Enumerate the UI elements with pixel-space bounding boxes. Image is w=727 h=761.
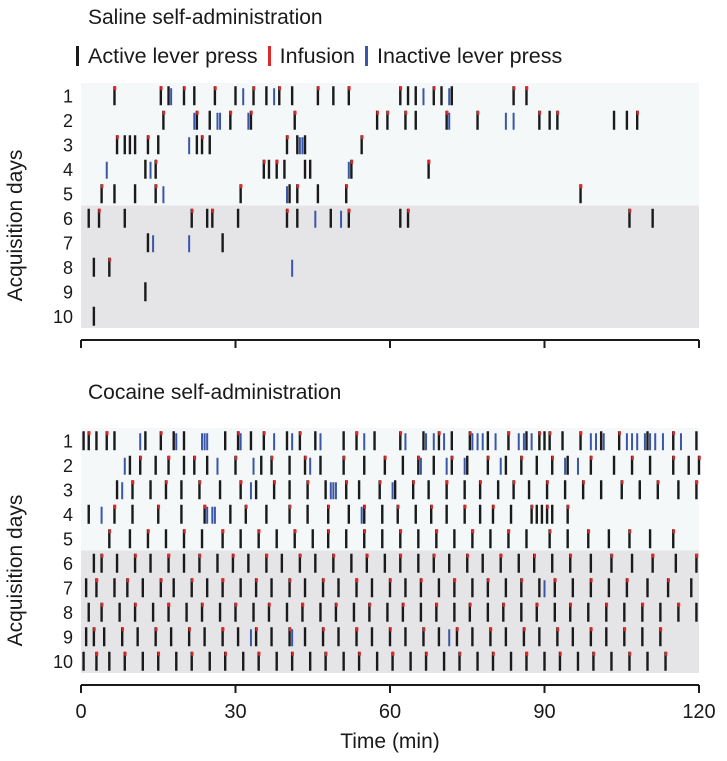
legend: Active lever press Infusion Inactive lev… bbox=[76, 42, 572, 70]
x-tick-label-90: 90 bbox=[533, 701, 555, 723]
cocaine-day-label-9: 9 bbox=[63, 627, 73, 647]
saline-day-label-2: 2 bbox=[63, 111, 73, 131]
legend-item-inactive: Inactive lever press bbox=[364, 43, 563, 69]
saline-bg-days-1-5 bbox=[81, 83, 699, 206]
x-tick-label-30: 30 bbox=[224, 701, 246, 723]
saline-day-label-3: 3 bbox=[63, 135, 73, 155]
x-tick-label-120: 120 bbox=[682, 701, 715, 723]
inactive-swatch-icon bbox=[364, 46, 368, 66]
legend-item-active: Active lever press bbox=[76, 44, 258, 69]
saline-day-label-7: 7 bbox=[63, 233, 73, 253]
cocaine-y-axis-label: Acquisition days bbox=[4, 495, 27, 647]
legend-label-inactive: Inactive lever press bbox=[376, 43, 563, 68]
legend-label-active: Active lever press bbox=[88, 43, 258, 68]
saline-y-axis-label: Acquisition days bbox=[4, 150, 27, 302]
saline-panel-title: Saline self-administration bbox=[88, 6, 323, 29]
saline-day-label-9: 9 bbox=[63, 282, 73, 302]
saline-day-label-10: 10 bbox=[53, 307, 73, 327]
x-tick-label-60: 60 bbox=[379, 701, 401, 723]
cocaine-day-label-1: 1 bbox=[63, 431, 73, 451]
cocaine-day-label-8: 8 bbox=[63, 603, 73, 623]
legend-item-infusion: Infusion bbox=[267, 43, 355, 69]
x-tick-label-0: 0 bbox=[75, 701, 86, 723]
cocaine-day-label-2: 2 bbox=[63, 456, 73, 476]
cocaine-day-label-3: 3 bbox=[63, 480, 73, 500]
saline-day-label-4: 4 bbox=[63, 160, 73, 180]
saline-day-label-5: 5 bbox=[63, 184, 73, 204]
cocaine-day-label-6: 6 bbox=[63, 554, 73, 574]
saline-day-label-1: 1 bbox=[63, 86, 73, 106]
cocaine-panel-title: Cocaine self-administration bbox=[88, 381, 342, 404]
active-swatch-icon bbox=[76, 46, 79, 66]
saline-day-label-8: 8 bbox=[63, 258, 73, 278]
cocaine-day-label-4: 4 bbox=[63, 505, 73, 525]
infusion-swatch-icon bbox=[267, 46, 271, 66]
saline-bg-days-6-10 bbox=[81, 205, 699, 328]
cocaine-day-label-5: 5 bbox=[63, 529, 73, 549]
legend-label-infusion: Infusion bbox=[279, 43, 355, 68]
saline-day-label-6: 6 bbox=[63, 209, 73, 229]
x-axis-label: Time (min) bbox=[340, 730, 440, 753]
cocaine-day-label-10: 10 bbox=[53, 652, 73, 672]
cocaine-day-label-7: 7 bbox=[63, 578, 73, 598]
